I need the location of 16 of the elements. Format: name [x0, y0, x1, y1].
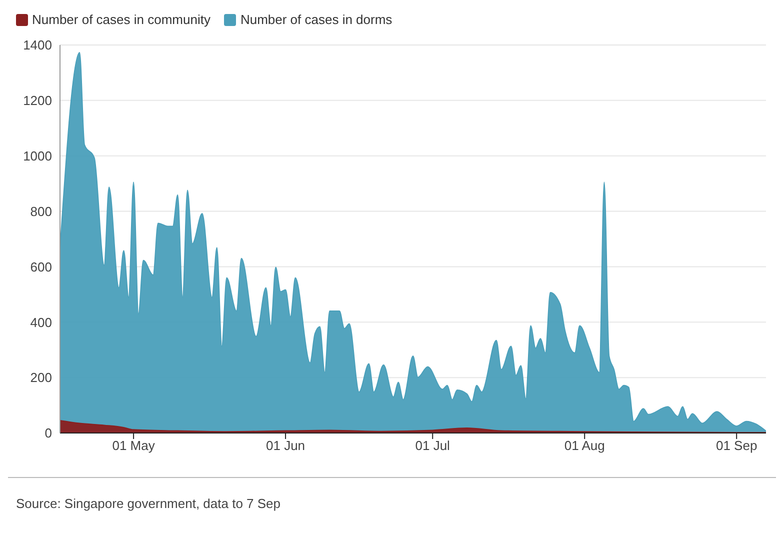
x-tick-label: 01 Jul: [415, 438, 450, 454]
legend-label: Number of cases in community: [32, 12, 210, 27]
y-tick-label: 200: [30, 370, 52, 386]
source-note: Source: Singapore government, data to 7 Sep: [15, 496, 282, 511]
y-tick-label: 600: [30, 259, 52, 274]
x-tick-label: 01 Jun: [266, 438, 306, 454]
y-tick-label: 0: [44, 426, 52, 441]
y-tick-label: 400: [30, 314, 52, 330]
x-tick-label: 01 May: [112, 438, 156, 454]
x-tick-label: 01 Sep: [716, 438, 758, 454]
y-tick-label: 1000: [23, 148, 52, 164]
y-tick-label: 1400: [23, 38, 52, 53]
y-tick-label: 800: [30, 204, 52, 219]
legend-label: Number of cases in dorms: [240, 12, 392, 27]
x-tick-label: 01 Aug: [564, 438, 605, 454]
y-tick-label: 1200: [23, 93, 52, 108]
